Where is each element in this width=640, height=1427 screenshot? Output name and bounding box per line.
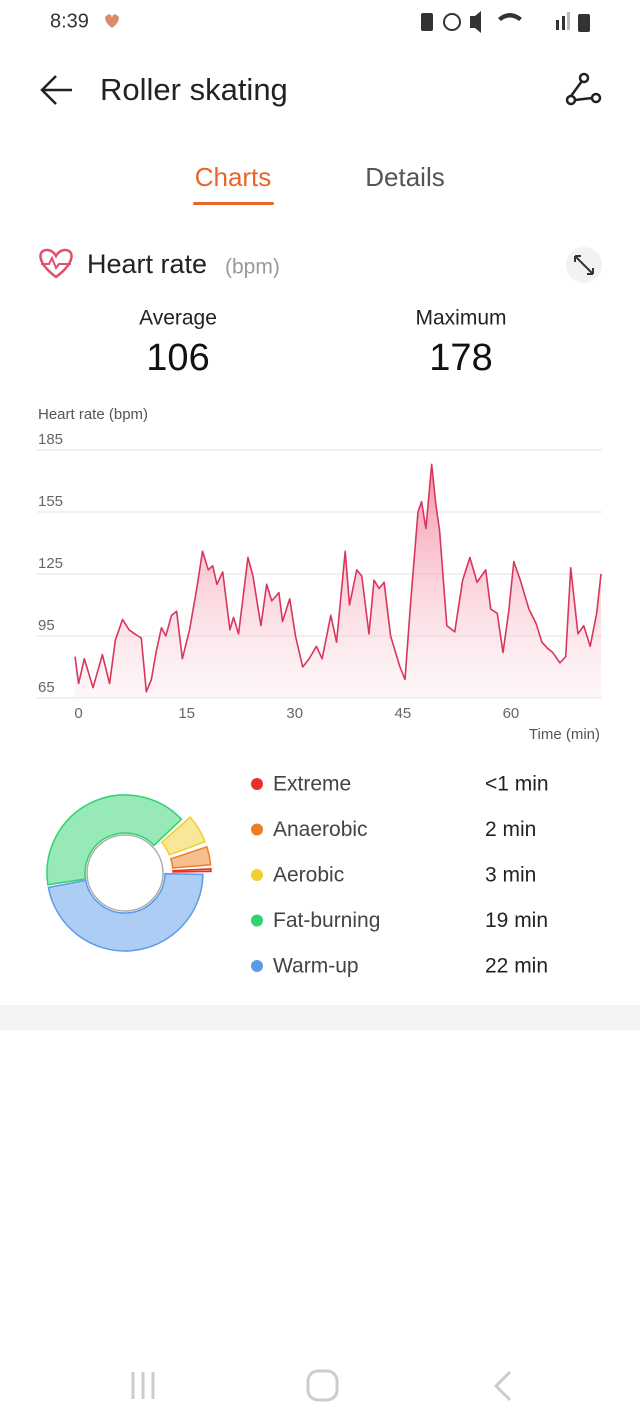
donut-hole	[86, 834, 164, 912]
x-tick-label: 0	[74, 705, 82, 722]
donut-segment	[160, 816, 206, 856]
x-tick-label: 45	[395, 705, 412, 722]
legend-label: Aerobic	[273, 864, 344, 887]
legend-label: Anaerobic	[273, 818, 368, 841]
section-title: Heart rate	[87, 249, 207, 279]
legend-dot	[251, 960, 263, 972]
y-tick-label: 155	[38, 493, 63, 510]
status-heart-icon	[105, 14, 119, 28]
y-tick-label: 125	[38, 555, 63, 572]
stat-label: Maximum	[415, 307, 506, 330]
legend-label: Extreme	[273, 773, 351, 796]
legend-value: <1 min	[485, 773, 549, 796]
legend-value: 3 min	[485, 864, 536, 887]
nav-recents[interactable]	[131, 1372, 155, 1399]
x-tick-label: 30	[286, 705, 303, 722]
donut-segment	[172, 868, 212, 873]
legend-value: 2 min	[485, 818, 536, 841]
legend-dot	[251, 823, 263, 836]
donut-segment	[46, 794, 183, 886]
heart-icon	[39, 248, 73, 279]
section-unit: (bpm)	[225, 256, 280, 279]
y-tick-label: 95	[38, 617, 55, 634]
page-title: Roller skating	[100, 72, 288, 107]
y-axis-label: Heart rate (bpm)	[38, 406, 148, 423]
line-area	[75, 464, 601, 698]
tab-charts[interactable]: Charts	[195, 162, 272, 192]
y-tick-label: 185	[38, 431, 63, 448]
legend-dot	[251, 869, 263, 881]
stat-value: 106	[146, 337, 209, 379]
expand-button[interactable]	[566, 247, 602, 283]
nav-bar	[131, 1369, 512, 1402]
status-icons	[421, 11, 590, 33]
separator	[0, 1005, 640, 1030]
donut-segment	[169, 845, 212, 869]
x-tick-label: 60	[503, 705, 520, 722]
tab-indicator	[193, 202, 274, 205]
legend-label: Warm-up	[273, 955, 359, 978]
legend-dot	[251, 914, 263, 927]
nav-home[interactable]	[306, 1369, 339, 1402]
stat-value: 178	[429, 337, 492, 379]
nav-back[interactable]	[493, 1370, 512, 1402]
heart-icon-pulse	[41, 255, 71, 271]
status-time: 8:39	[50, 10, 89, 32]
legend-value: 19 min	[485, 909, 548, 932]
legend-label: Fat-burning	[273, 909, 380, 932]
line	[74, 463, 602, 693]
donut-segment	[47, 872, 204, 952]
tab-details[interactable]: Details	[365, 162, 444, 192]
legend-dot	[251, 778, 263, 790]
x-axis-label: Time (min)	[529, 726, 600, 743]
route-button[interactable]	[565, 72, 602, 106]
y-tick-label: 65	[38, 679, 55, 696]
legend-value: 22 min	[485, 955, 548, 978]
stat-label: Average	[139, 307, 217, 330]
x-tick-label: 15	[178, 705, 195, 722]
back-button[interactable]	[40, 75, 72, 105]
